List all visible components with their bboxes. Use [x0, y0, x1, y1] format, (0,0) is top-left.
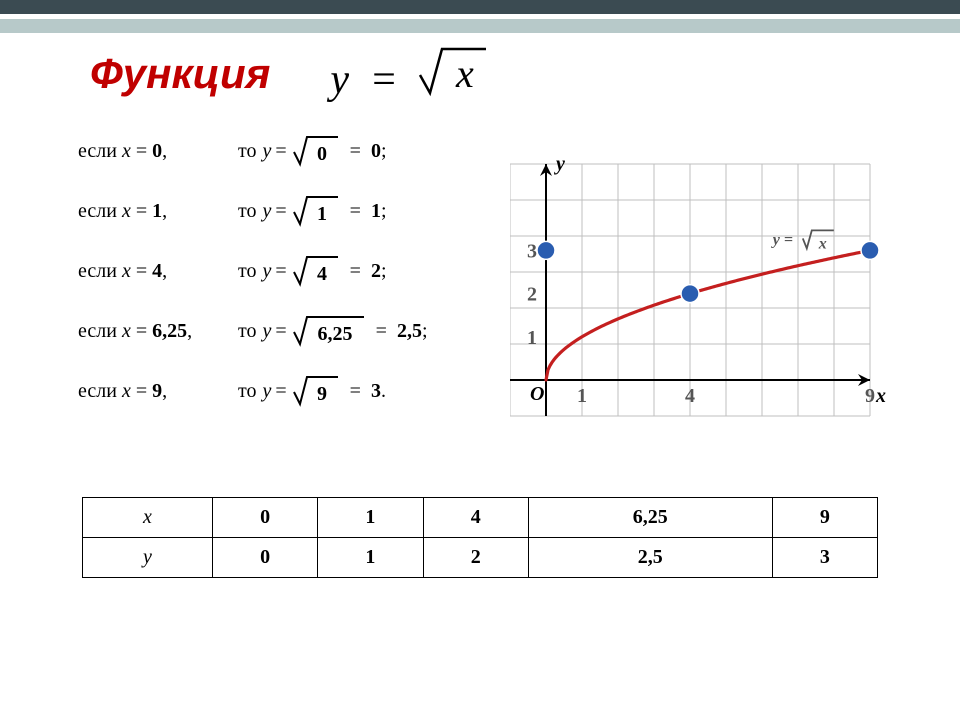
- svg-text:O: O: [530, 383, 544, 405]
- calc-line: если x = 6,25,то y = 6,25 = 2,5;: [78, 314, 510, 348]
- svg-text:1: 1: [527, 327, 537, 349]
- svg-text:9: 9: [865, 385, 875, 407]
- svg-text:x: x: [818, 235, 827, 252]
- svg-text:1: 1: [317, 203, 327, 225]
- svg-text:2: 2: [527, 284, 537, 306]
- svg-text:y=: y=: [771, 231, 793, 248]
- sqrt-icon: x: [418, 43, 488, 99]
- svg-text:0: 0: [317, 143, 327, 165]
- svg-text:x: x: [455, 51, 474, 96]
- calculations-column: если x = 0,то y = 0 = 0; если x = 1,то y …: [0, 116, 510, 461]
- svg-text:6,25: 6,25: [317, 323, 352, 345]
- title-row: Функция y = x: [0, 33, 960, 104]
- table-row: x 0146,259: [83, 498, 878, 538]
- header-bars: [0, 0, 960, 33]
- page-title: Функция: [90, 50, 270, 98]
- svg-text:3: 3: [527, 240, 537, 262]
- data-table: x 0146,259 y 0122,53: [82, 497, 878, 578]
- calc-line: если x = 4,то y = 4 = 2;: [78, 254, 510, 288]
- svg-text:9: 9: [317, 383, 327, 405]
- data-table-wrap: x 0146,259 y 0122,53: [82, 497, 878, 578]
- table-row: y 0122,53: [83, 538, 878, 578]
- svg-text:4: 4: [685, 385, 695, 407]
- sqrt-chart: O 1 4 9 1 2 3 x y y= x: [510, 116, 930, 456]
- svg-text:4: 4: [317, 263, 327, 285]
- svg-text:y: y: [554, 153, 565, 175]
- main-formula: y = x: [330, 43, 488, 104]
- calc-line: если x = 9,то y = 9 = 3.: [78, 374, 510, 408]
- svg-text:1: 1: [577, 385, 587, 407]
- chart-column: O 1 4 9 1 2 3 x y y= x: [510, 116, 960, 461]
- calc-line: если x = 1,то y = 1 = 1;: [78, 194, 510, 228]
- svg-text:x: x: [875, 385, 886, 407]
- calc-line: если x = 0,то y = 0 = 0;: [78, 134, 510, 168]
